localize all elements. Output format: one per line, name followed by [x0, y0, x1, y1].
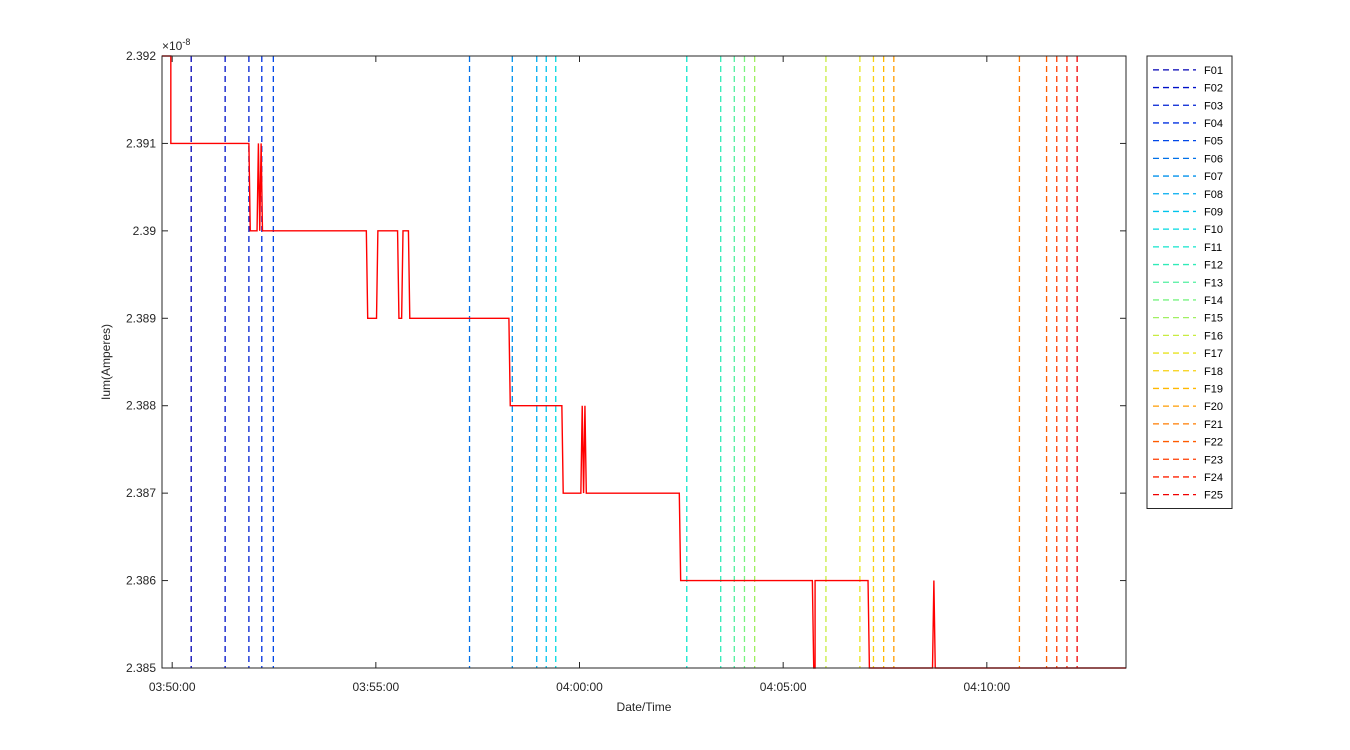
legend-label-f12: F12: [1204, 260, 1223, 272]
y-tick-label: 2.392: [126, 49, 156, 63]
x-tick-label: 04:10:00: [963, 680, 1010, 694]
legend-label-f17: F17: [1204, 348, 1223, 360]
current-series-line: [162, 55, 1126, 669]
y-axis-label: Ium(Amperes): [99, 324, 113, 400]
legend-label-f14: F14: [1204, 295, 1223, 307]
y-tick-label: 2.386: [126, 574, 156, 588]
y-tick-label: 2.39: [133, 224, 157, 238]
x-tick-label: 03:50:00: [149, 680, 196, 694]
legend-box: [1146, 55, 1233, 509]
legend-label-f20: F20: [1204, 401, 1223, 413]
legend-label-f21: F21: [1204, 419, 1223, 431]
legend-label-f15: F15: [1204, 313, 1223, 325]
legend-label-f10: F10: [1204, 224, 1223, 236]
legend-label-f19: F19: [1204, 383, 1223, 395]
legend-label-f16: F16: [1204, 330, 1223, 342]
legend-label-f08: F08: [1204, 189, 1223, 201]
y-tick-label: 2.385: [126, 661, 156, 675]
legend-label-f07: F07: [1204, 171, 1223, 183]
x-axis-label: Date/Time: [617, 700, 672, 714]
y-tick-label: 2.388: [126, 399, 156, 413]
y-exponent-label: ×10-8: [162, 37, 190, 53]
legend-label-f23: F23: [1204, 454, 1223, 466]
y-axis: 2.392 2.391 2.39 2.389 2.388 2.387 2.386 2.385: [126, 49, 1126, 675]
legend-label-f13: F13: [1204, 277, 1223, 289]
legend-label-f04: F04: [1204, 118, 1223, 130]
marker-lines: [190, 56, 1078, 668]
legend-label-f03: F03: [1204, 100, 1223, 112]
legend-label-f18: F18: [1204, 366, 1223, 378]
series-layer: [162, 55, 1126, 669]
legend-label-f22: F22: [1204, 437, 1223, 449]
y-tick-label: 2.387: [126, 486, 156, 500]
legend-label-f11: F11: [1204, 242, 1222, 254]
x-tick-label: 04:00:00: [556, 680, 603, 694]
legend: F01 F02 F03 F04 F05 F06 F07 F08 F09 F10 F11 F12 F13 F…: [1146, 55, 1233, 509]
legend-label-f06: F06: [1204, 153, 1223, 165]
legend-label-f09: F09: [1204, 206, 1223, 218]
y-tick-label: 2.389: [126, 311, 156, 325]
legend-label-f25: F25: [1204, 490, 1223, 502]
legend-label-f01: F01: [1204, 65, 1223, 77]
legend-label-f24: F24: [1204, 472, 1223, 484]
x-tick-label: 04:05:00: [760, 680, 807, 694]
plot-area: [161, 55, 1127, 669]
legend-label-f05: F05: [1204, 136, 1223, 148]
x-tick-label: 03:55:00: [352, 680, 399, 694]
x-axis: 03:50:00 03:55:00 04:00:00 04:05:00 04:10:00: [149, 56, 1011, 694]
y-tick-label: 2.391: [126, 136, 156, 150]
legend-label-f02: F02: [1204, 83, 1223, 95]
